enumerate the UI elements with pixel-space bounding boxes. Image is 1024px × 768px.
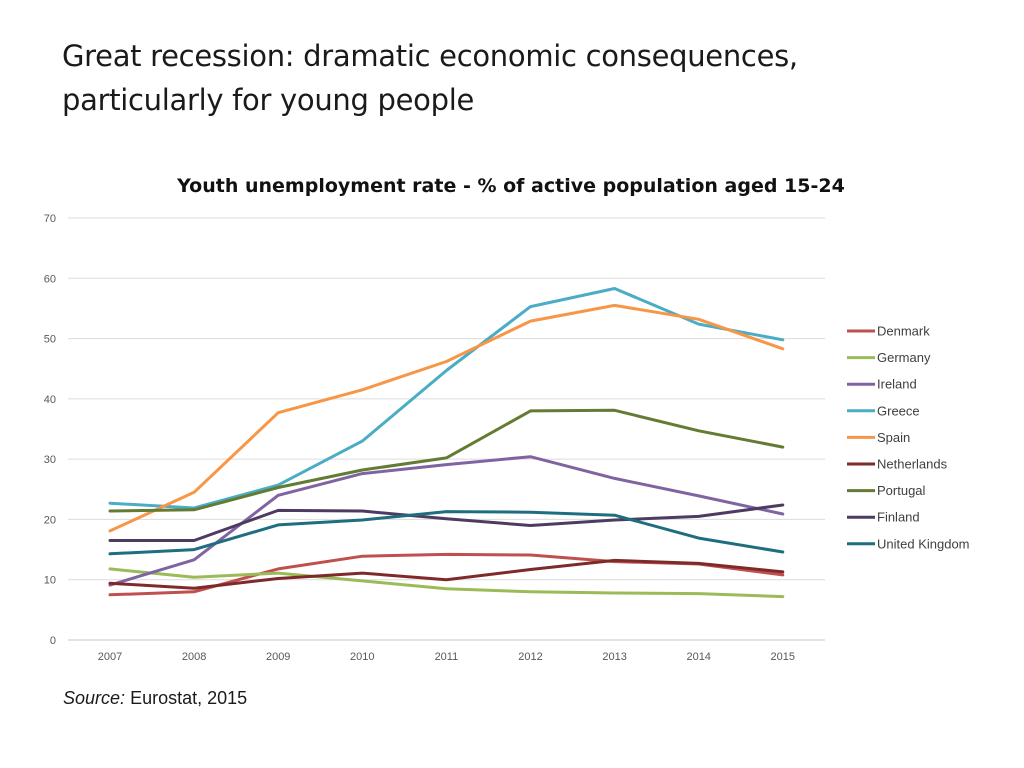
x-tick-label: 2011: [435, 651, 459, 663]
y-tick-label: 50: [44, 334, 56, 346]
y-tick-label: 20: [44, 514, 56, 526]
legend-label-netherlands: Netherlands: [877, 457, 948, 472]
series-line-portugal: [108, 408, 785, 513]
legend: Denmark Germany Ireland Greece Spain Netherla…: [847, 324, 970, 551]
series-line-germany: [108, 567, 785, 599]
y-tick-label: 40: [44, 394, 56, 406]
legend-label-united-kingdom: United Kingdom: [877, 536, 970, 551]
y-tick-label: 70: [44, 213, 56, 225]
x-tick-label: 2013: [602, 651, 626, 663]
x-tick-label: 2012: [518, 651, 542, 663]
slide-title: Great recession: dramatic economic conse…: [62, 39, 798, 117]
legend-label-ireland: Ireland: [877, 377, 917, 392]
source-text: Eurostat, 2015: [130, 688, 248, 708]
series-line-greece: [108, 287, 785, 510]
x-tick-label: 2008: [182, 651, 206, 663]
legend-label-germany: Germany: [877, 350, 931, 365]
x-axis-ticks: 2007 2008 2009 2010 2011 2012 2013 2014 2015: [98, 651, 795, 663]
x-tick-label: 2015: [771, 651, 795, 663]
series-line-united-kingdom: [108, 510, 785, 556]
legend-label-portugal: Portugal: [877, 483, 926, 498]
y-axis-ticks: 0 10 20 30 40 50 60 70: [44, 213, 56, 647]
x-tick-label: 2007: [98, 651, 122, 663]
y-tick-label: 60: [44, 273, 56, 285]
series-line-netherlands: [108, 558, 785, 590]
series-lines: [108, 287, 785, 599]
y-tick-label: 10: [44, 575, 56, 587]
source-note: Source: Eurostat, 2015: [63, 688, 247, 709]
x-tick-label: 2014: [686, 651, 710, 663]
x-tick-label: 2010: [350, 651, 374, 663]
series-line-ireland: [108, 455, 785, 587]
y-tick-label: 30: [44, 454, 56, 466]
source-label: Source:: [63, 688, 126, 708]
y-tick-label: 0: [50, 635, 56, 647]
legend-label-spain: Spain: [877, 430, 910, 445]
legend-label-greece: Greece: [877, 403, 920, 418]
x-tick-label: 2009: [266, 651, 290, 663]
series-line-spain: [108, 303, 785, 533]
legend-label-denmark: Denmark: [877, 324, 930, 339]
legend-label-finland: Finland: [877, 510, 920, 525]
chart-title: Youth unemployment rate - % of active po…: [176, 175, 845, 197]
series-line-finland: [108, 503, 785, 542]
